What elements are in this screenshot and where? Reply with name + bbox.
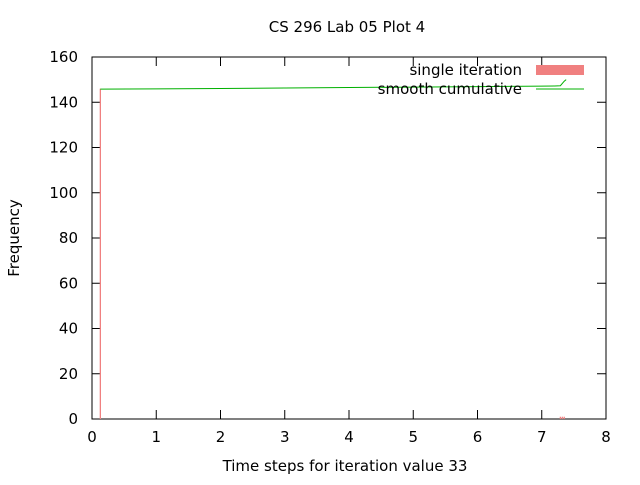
- x-tick-label: 1: [151, 428, 161, 446]
- legend-swatch-single-iteration: [536, 65, 584, 75]
- x-tick-label: 8: [601, 428, 611, 446]
- x-tick-label: 4: [344, 428, 354, 446]
- bar: [563, 416, 565, 419]
- bar: [561, 416, 563, 419]
- y-tick-label: 60: [59, 274, 78, 292]
- legend-label-single-iteration: single iteration: [409, 61, 522, 79]
- y-tick-label: 20: [59, 365, 78, 383]
- y-tick-label: 160: [49, 48, 78, 66]
- y-tick-label: 120: [49, 139, 78, 157]
- y-tick-label: 80: [59, 229, 78, 247]
- y-tick-label: 40: [59, 320, 78, 338]
- chart-title: CS 296 Lab 05 Plot 4: [269, 18, 425, 36]
- y-tick-label: 100: [49, 184, 78, 202]
- smooth-cumulative-line: [100, 79, 567, 90]
- x-axis-label: Time steps for iteration value 33: [222, 457, 468, 475]
- y-tick-label: 140: [49, 93, 78, 111]
- y-axis-label: Frequency: [5, 199, 23, 277]
- legend: single iteration smooth cumulative: [378, 61, 584, 98]
- x-tick-label: 6: [473, 428, 483, 446]
- x-tick-label: 2: [216, 428, 226, 446]
- legend-label-smooth-cumulative: smooth cumulative: [378, 80, 522, 98]
- single-iteration-bars: [99, 88, 565, 420]
- x-tick-label: 0: [87, 428, 97, 446]
- x-axis: 0 1 2 3 4 5 6 7 8: [87, 57, 611, 446]
- x-tick-label: 3: [280, 428, 290, 446]
- bar: [99, 88, 101, 420]
- bar: [559, 416, 562, 419]
- y-tick-label: 0: [68, 410, 78, 428]
- y-axis: 0 20 40 60 80 100 120 140 160: [49, 48, 606, 428]
- plot-frame: [91, 56, 607, 420]
- x-tick-label: 5: [408, 428, 418, 446]
- x-tick-label: 7: [537, 428, 547, 446]
